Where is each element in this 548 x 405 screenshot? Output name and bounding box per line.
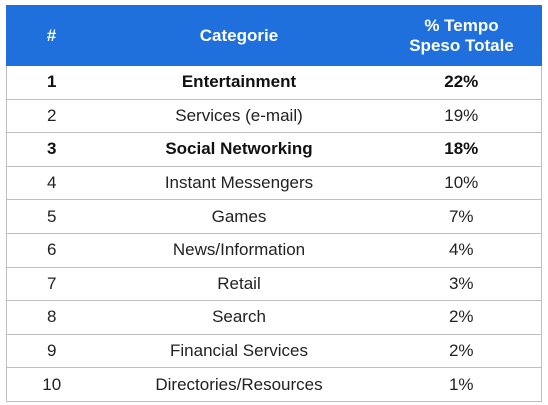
- row-share-cell: 19%: [381, 98, 542, 134]
- table-row: 3 Social Networking 18%: [6, 132, 542, 167]
- row-rank-cell: 10: [6, 367, 97, 402]
- table-row: 2 Services (e-mail) 19%: [6, 98, 542, 134]
- data-table-container: # Categorie % Tempo Speso Totale 1 Entert…: [6, 5, 542, 402]
- table-row: 8 Search 2%: [6, 300, 542, 335]
- row-category-cell: Entertainment: [96, 65, 382, 100]
- table-row: 9 Financial Services 2%: [6, 333, 542, 369]
- header-share-line-1: % Tempo: [424, 15, 499, 35]
- table-row: 5 Games 7%: [6, 199, 542, 234]
- table-body: 1 Entertainment 22% 2 Services (e-mail) 19% 3 S…: [6, 65, 542, 402]
- header-row: # Categorie % Tempo Speso Totale: [6, 5, 542, 66]
- header-category: Categorie: [96, 5, 382, 66]
- row-rank-cell: 6: [6, 232, 97, 268]
- table-header: # Categorie % Tempo Speso Totale: [6, 5, 542, 66]
- header-rank: #: [6, 5, 97, 66]
- row-rank-cell: 5: [6, 199, 97, 234]
- header-share: % Tempo Speso Totale: [381, 5, 542, 66]
- row-share-cell: 3%: [381, 266, 542, 302]
- row-rank-cell: 8: [6, 300, 97, 335]
- table-row: 1 Entertainment 22%: [6, 65, 542, 100]
- table-row: 7 Retail 3%: [6, 266, 542, 302]
- row-category-cell: Social Networking: [96, 132, 382, 167]
- row-category-cell: Retail: [96, 266, 382, 302]
- row-category-cell: Services (e-mail): [96, 98, 382, 134]
- category-time-table: # Categorie % Tempo Speso Totale 1 Entert…: [6, 5, 542, 402]
- row-rank-cell: 7: [6, 266, 97, 302]
- row-category-cell: Games: [96, 199, 382, 234]
- table-row: 4 Instant Messengers 10%: [6, 165, 542, 201]
- row-rank-cell: 4: [6, 165, 97, 201]
- row-category-cell: Directories/Resources: [96, 367, 382, 402]
- row-category-cell: News/Information: [96, 232, 382, 268]
- row-share-cell: 10%: [381, 165, 542, 201]
- row-category-cell: Financial Services: [96, 333, 382, 369]
- row-share-cell: 1%: [381, 367, 542, 402]
- row-category-cell: Search: [96, 300, 382, 335]
- header-share-line-2: Speso Totale: [409, 35, 514, 55]
- row-rank-cell: 3: [6, 132, 97, 167]
- row-share-cell: 22%: [381, 65, 542, 100]
- row-share-cell: 18%: [381, 132, 542, 167]
- row-rank-cell: 1: [6, 65, 97, 100]
- row-category-cell: Instant Messengers: [96, 165, 382, 201]
- row-share-cell: 2%: [381, 333, 542, 369]
- row-share-cell: 7%: [381, 199, 542, 234]
- row-rank-cell: 9: [6, 333, 97, 369]
- table-row: 10 Directories/Resources 1%: [6, 367, 542, 402]
- row-share-cell: 4%: [381, 232, 542, 268]
- row-share-cell: 2%: [381, 300, 542, 335]
- row-rank-cell: 2: [6, 98, 97, 134]
- table-row: 6 News/Information 4%: [6, 232, 542, 268]
